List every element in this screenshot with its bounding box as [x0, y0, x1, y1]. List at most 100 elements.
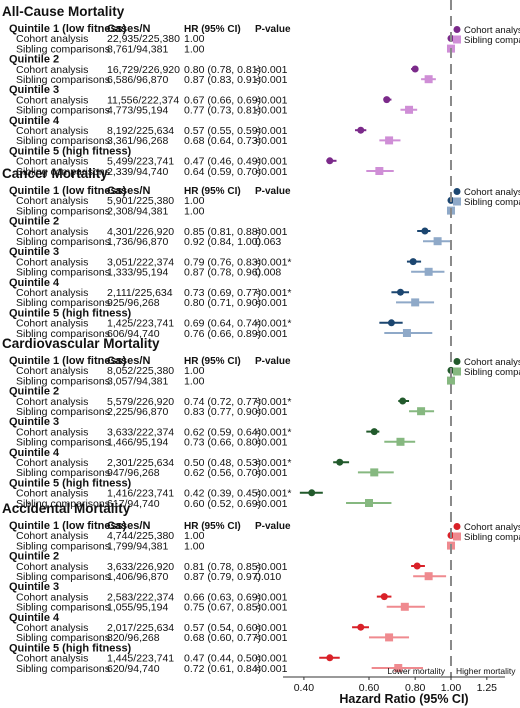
hr-value: 1.00	[184, 33, 205, 45]
analysis-label: Sibling comparisons	[16, 632, 110, 644]
analysis-label: Sibling comparisons	[16, 437, 110, 449]
analysis-label: Sibling comparisons	[16, 74, 110, 86]
cases-value: 1,425/223,741	[107, 318, 174, 330]
cases-value: 2,339/94,740	[107, 166, 168, 178]
analysis-label: Cohort analysis	[16, 653, 88, 665]
analysis-label: Sibling comparisons	[16, 540, 110, 552]
cases-value: 1,445/223,741	[107, 653, 174, 665]
quintile-label: Quintile 5 (high fitness)	[9, 307, 132, 319]
p-value: <0.001*	[255, 396, 292, 408]
cohort-point	[383, 96, 391, 104]
quintile-label: Quintile 2	[9, 216, 59, 228]
cases-value: 820/96,268	[107, 632, 160, 644]
quintile-label: Quintile 3	[9, 84, 59, 96]
hr-value: 1.00	[184, 530, 205, 542]
p-value: 0.010	[255, 571, 281, 583]
quintile-label: Quintile 3	[9, 246, 59, 258]
column-header-hr: HR (95% CI)	[184, 356, 241, 367]
sibling-point	[424, 267, 433, 276]
cases-value: 22,935/225,380	[107, 33, 180, 45]
analysis-label: Sibling comparisons	[16, 498, 110, 510]
legend-sibling-marker	[452, 532, 461, 541]
hr-value: 1.00	[184, 205, 205, 217]
column-header-p: P-value	[255, 521, 291, 532]
analysis-label: Sibling comparisons	[16, 267, 110, 279]
cohort-point	[413, 562, 421, 570]
cohort-point	[357, 623, 365, 631]
hr-value: 0.83 (0.77, 0.90)	[184, 406, 261, 418]
column-header-cases: Cases/N	[107, 23, 150, 35]
quintile-label: Quintile 2	[9, 386, 59, 398]
analysis-label: Cohort analysis	[16, 125, 88, 137]
cases-value: 5,901/225,380	[107, 195, 174, 207]
p-value: <0.001	[255, 105, 288, 117]
p-value: <0.001*	[255, 256, 292, 268]
column-header-hr: HR (95% CI)	[184, 24, 241, 35]
cases-value: 617/94,740	[107, 498, 160, 510]
lower-mortality-note: Lower mortality	[387, 666, 445, 676]
higher-mortality-note: Higher mortality	[456, 666, 516, 676]
p-value: <0.001*	[255, 488, 292, 500]
analysis-label: Cohort analysis	[16, 256, 88, 268]
quintile-label: Quintile 2	[9, 551, 59, 563]
sibling-point	[375, 167, 384, 175]
cohort-point	[308, 489, 316, 497]
hr-value: 0.76 (0.66, 0.89)	[184, 328, 261, 340]
cases-value: 2,225/96,870	[107, 406, 168, 418]
x-tick-label: 0.60	[359, 682, 380, 694]
quintile-label: Quintile 1 (low fitness)	[9, 520, 127, 532]
hr-value: 0.74 (0.72, 0.77)	[184, 396, 261, 408]
hr-value: 0.68 (0.60, 0.77)	[184, 632, 261, 644]
analysis-label: Sibling comparisons	[16, 602, 110, 614]
cases-value: 11,556/222,374	[107, 94, 179, 106]
hr-value: 0.60 (0.52, 0.69)	[184, 498, 261, 510]
cohort-point	[370, 428, 378, 436]
analysis-label: Cohort analysis	[16, 622, 88, 634]
analysis-label: Cohort analysis	[16, 94, 88, 106]
column-header-p: P-value	[255, 24, 291, 35]
hr-value: 0.64 (0.59, 0.70)	[184, 166, 261, 178]
legend-cohort-marker	[453, 523, 461, 530]
analysis-label: Cohort analysis	[16, 530, 88, 542]
cohort-point	[399, 397, 407, 405]
quintile-label: Quintile 1 (low fitness)	[9, 185, 127, 197]
legend-sibling-label: Sibling comparisons	[464, 532, 520, 543]
analysis-label: Cohort analysis	[16, 396, 88, 408]
sibling-point	[370, 468, 379, 477]
cases-value: 1,466/95,194	[107, 437, 168, 449]
quintile-label: Quintile 4	[9, 612, 60, 624]
cases-value: 2,308/94,381	[107, 205, 168, 217]
cohort-point	[421, 227, 429, 235]
panel-title: Accidental Mortality	[2, 501, 131, 516]
analysis-label: Cohort analysis	[16, 318, 88, 330]
hr-value: 0.80 (0.78, 0.81)	[184, 64, 261, 76]
cases-value: 3,051/222,374	[107, 256, 174, 268]
analysis-label: Cohort analysis	[16, 156, 88, 168]
hr-value: 1.00	[184, 375, 205, 387]
cases-value: 606/94,740	[107, 328, 160, 340]
cases-value: 2,111/225,634	[107, 287, 173, 299]
cases-value: 1,333/95,194	[107, 267, 168, 279]
p-value: <0.001	[255, 591, 288, 603]
analysis-label: Cohort analysis	[16, 195, 88, 207]
legend-sibling-label: Sibling comparisons	[464, 197, 520, 208]
p-value: <0.001	[255, 437, 288, 449]
cases-value: 1,799/94,381	[107, 540, 168, 552]
hr-value: 0.67 (0.66, 0.69)	[184, 94, 261, 106]
cases-value: 3,633/226,920	[107, 561, 174, 573]
cases-value: 8,761/94,381	[107, 43, 168, 55]
column-header-cases: Cases/N	[107, 185, 150, 197]
cases-value: 2,583/222,374	[107, 591, 174, 603]
sibling-point	[394, 664, 403, 672]
p-value: <0.001*	[255, 318, 292, 330]
analysis-label: Cohort analysis	[16, 226, 88, 238]
p-value: <0.001	[255, 467, 288, 479]
hr-value: 0.57 (0.54, 0.60)	[184, 622, 261, 634]
legend-sibling-marker	[452, 197, 461, 206]
legend-cohort-marker	[453, 26, 461, 33]
column-header-hr: HR (95% CI)	[184, 186, 241, 197]
cohort-point	[409, 258, 417, 266]
analysis-label: Sibling comparisons	[16, 105, 110, 117]
x-tick-label: 0.40	[294, 682, 315, 694]
